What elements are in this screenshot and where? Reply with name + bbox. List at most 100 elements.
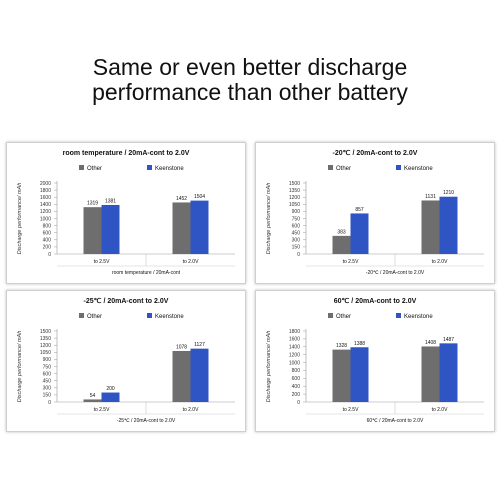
y-tick-label: 1000	[289, 360, 300, 366]
y-tick-label: 1200	[40, 343, 51, 349]
bar-other	[332, 235, 351, 254]
y-tick-label: 300	[292, 238, 301, 244]
chart-svg: -20℃ / 20mA-cont to 2.0V Other Keenstone Di…	[266, 149, 484, 276]
data-label: 1131	[425, 194, 436, 200]
chart-svg: -25℃ / 20mA-cont to 2.0V Other Keenstone Di…	[17, 297, 235, 424]
headline: Same or even better discharge performanc…	[0, 55, 500, 105]
category-label: to 2.5V	[343, 259, 360, 265]
y-tick-label: 1500	[40, 329, 51, 335]
legend-label-keenstone: Keenstone	[155, 314, 184, 320]
y-tick-label: 2000	[40, 181, 51, 187]
category-label: to 2.0V	[183, 259, 200, 265]
y-tick-label: 1050	[40, 350, 51, 356]
legend-label-other: Other	[336, 314, 351, 320]
data-label: 1328	[336, 343, 347, 349]
bar-keenstone	[101, 392, 120, 402]
chart-panel-minus-25c: -25℃ / 20mA-cont to 2.0V Other Keenstone Di…	[6, 290, 246, 432]
y-tick-label: 200	[43, 245, 52, 251]
y-tick-label: 600	[292, 376, 301, 382]
chart-svg: 60℃ / 20mA-cont to 2.0V Other Keenstone Dis…	[266, 297, 484, 424]
y-tick-label: 1600	[289, 337, 300, 343]
y-tick-label: 600	[43, 231, 52, 237]
y-tick-label: 1500	[289, 181, 300, 187]
y-tick-label: 750	[292, 216, 301, 222]
y-tick-label: 1800	[40, 188, 51, 194]
legend-label-keenstone: Keenstone	[404, 314, 433, 320]
category-label: to 2.5V	[94, 259, 111, 265]
y-tick-label: 750	[43, 364, 52, 370]
y-tick-label: 0	[297, 252, 300, 258]
data-label: 1381	[105, 198, 116, 204]
category-label: to 2.0V	[183, 407, 200, 413]
bar-keenstone	[350, 347, 369, 402]
data-label: 1078	[176, 344, 187, 350]
data-label: 1504	[194, 194, 205, 200]
data-label: 1408	[425, 340, 436, 346]
legend-swatch-keenstone	[147, 165, 152, 170]
category-label: to 2.0V	[432, 407, 449, 413]
legend-swatch-other	[79, 313, 84, 318]
chart-title: -25℃ / 20mA-cont to 2.0V	[84, 297, 169, 305]
y-tick-label: 200	[292, 392, 301, 398]
bar-other	[83, 399, 102, 402]
bar-other	[332, 349, 351, 402]
data-label: 200	[106, 386, 115, 392]
y-tick-label: 450	[292, 231, 301, 237]
data-label: 1388	[354, 341, 365, 347]
y-tick-label: 400	[292, 384, 301, 390]
bar-keenstone	[190, 200, 209, 254]
legend-swatch-other	[328, 313, 333, 318]
y-axis-label: Discharge performance/ mAh	[266, 331, 272, 403]
bar-other	[421, 346, 440, 402]
legend-swatch-keenstone	[396, 313, 401, 318]
legend-swatch-other	[328, 165, 333, 170]
y-tick-label: 1050	[289, 202, 300, 208]
y-tick-label: 150	[292, 245, 301, 251]
chart-title: -20℃ / 20mA-cont to 2.0V	[333, 149, 418, 157]
chart-title: 60℃ / 20mA-cont to 2.0V	[334, 297, 417, 305]
y-axis-label: Discharge performance/ mAh	[266, 183, 272, 255]
legend-swatch-keenstone	[396, 165, 401, 170]
chart-svg: room temperature / 20mA-cont to 2.0V Othe…	[17, 150, 235, 276]
data-label: 1319	[87, 201, 98, 207]
legend-label-keenstone: Keenstone	[155, 166, 184, 172]
bar-keenstone	[101, 204, 120, 254]
bar-other	[172, 350, 191, 402]
legend-swatch-other	[79, 165, 84, 170]
y-tick-label: 1350	[289, 188, 300, 194]
x-axis-label: -20℃ / 20mA-cont to 2.0V	[366, 270, 425, 276]
bar-keenstone	[190, 348, 209, 402]
chart-panel-minus-20c: -20℃ / 20mA-cont to 2.0V Other Keenstone Di…	[255, 142, 495, 284]
data-label: 383	[337, 229, 346, 235]
y-tick-label: 0	[297, 400, 300, 406]
y-tick-label: 600	[43, 371, 52, 377]
category-label: to 2.0V	[432, 259, 449, 265]
bar-other	[421, 200, 440, 254]
chart-title: room temperature / 20mA-cont to 2.0V	[63, 150, 190, 157]
y-tick-label: 450	[43, 379, 52, 385]
y-tick-label: 0	[48, 252, 51, 258]
y-tick-label: 1800	[289, 329, 300, 335]
data-label: 54	[90, 393, 96, 399]
legend-swatch-keenstone	[147, 313, 152, 318]
bar-keenstone	[350, 213, 369, 254]
y-tick-label: 1600	[40, 195, 51, 201]
y-tick-label: 0	[48, 400, 51, 406]
data-label: 857	[355, 207, 364, 213]
category-label: to 2.5V	[94, 407, 111, 413]
y-tick-label: 900	[292, 209, 301, 215]
category-label: to 2.5V	[343, 407, 360, 413]
headline-line-1: Same or even better discharge	[92, 54, 408, 80]
data-label: 1127	[194, 342, 205, 348]
bar-other	[172, 202, 191, 254]
bar-other	[83, 207, 102, 254]
data-label: 1452	[176, 196, 187, 202]
y-axis-label: Discharge performance/ mAh	[17, 183, 23, 255]
y-tick-label: 800	[292, 368, 301, 374]
y-tick-label: 1000	[40, 216, 51, 222]
x-axis-label: 60℃ / 20mA-cont to 2.0V	[367, 418, 424, 424]
data-label: 1487	[443, 337, 454, 343]
y-tick-label: 300	[43, 386, 52, 392]
y-tick-label: 1400	[289, 345, 300, 351]
legend-label-keenstone: Keenstone	[404, 166, 433, 172]
